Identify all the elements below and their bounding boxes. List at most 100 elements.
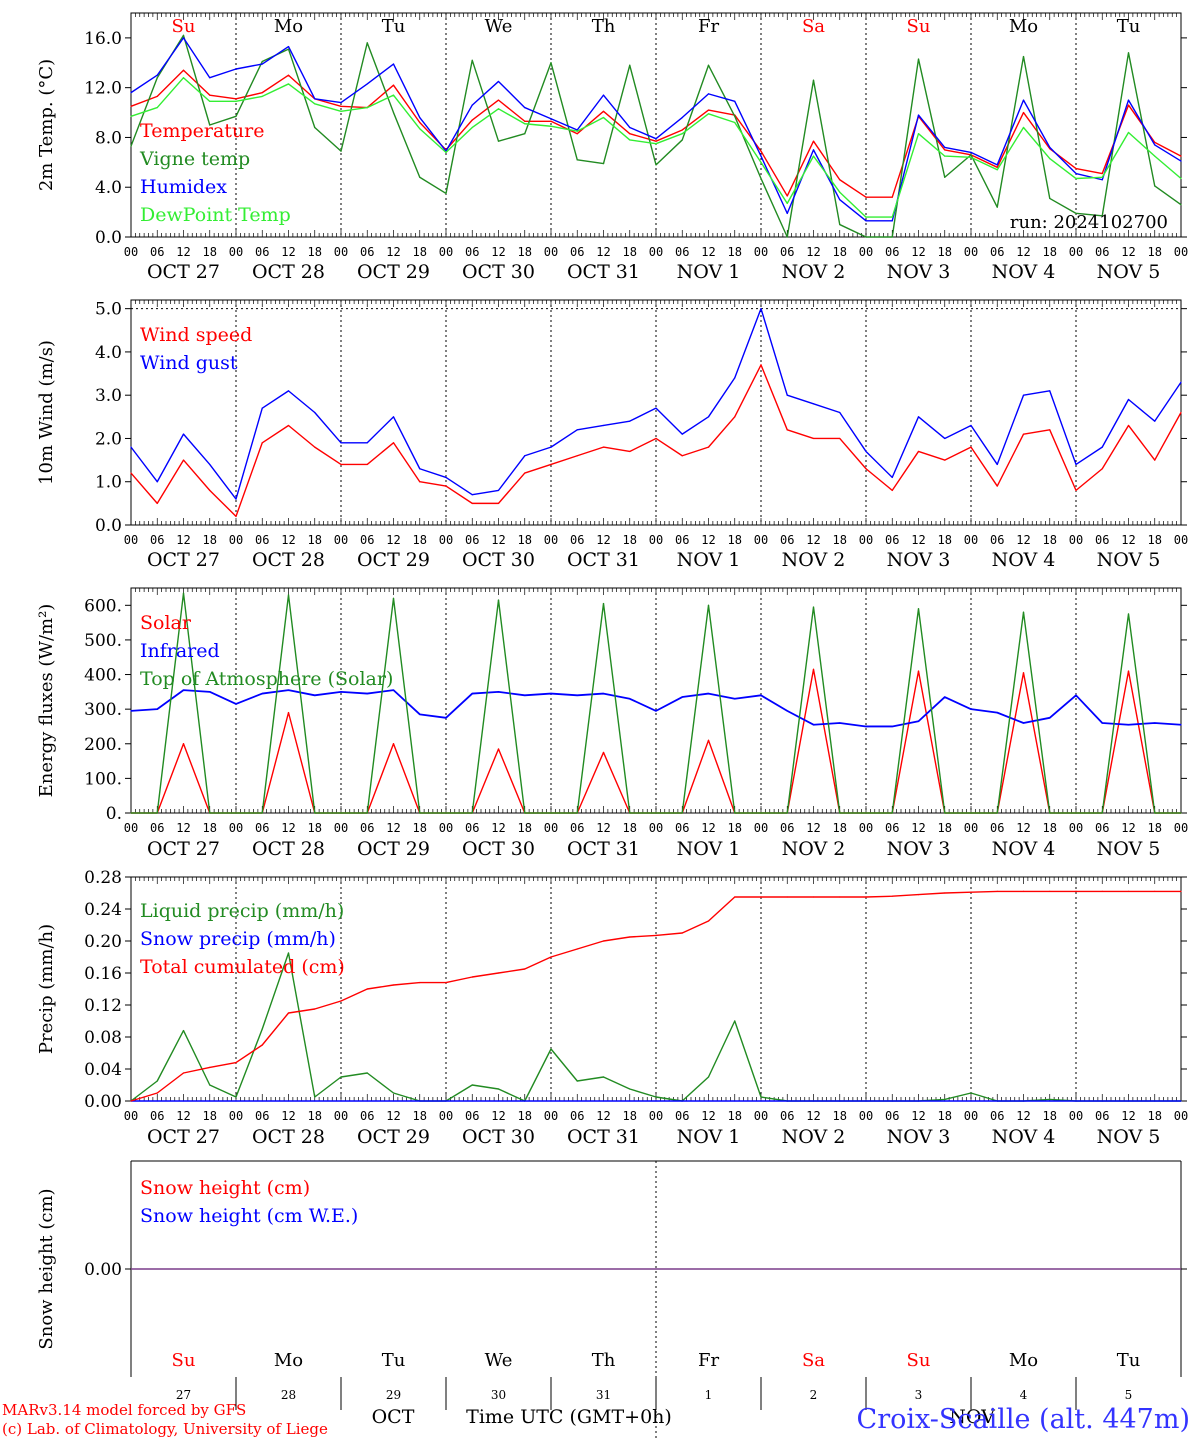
data-point: [1180, 411, 1182, 414]
data-point: [812, 606, 815, 608]
hour-label: 18: [938, 821, 952, 835]
data-point: [944, 176, 946, 178]
data-point: [182, 34, 185, 37]
data-point: [524, 694, 526, 696]
hour-label: 12: [176, 821, 190, 835]
data-point: [314, 1008, 316, 1010]
hour-ticks: [130, 588, 1182, 813]
data-point: [812, 437, 815, 440]
data-point: [576, 429, 578, 431]
hour-label: 06: [780, 245, 794, 259]
data-point: [261, 95, 263, 97]
data-point: [445, 485, 447, 487]
day-number-label: 29: [386, 1388, 401, 1402]
data-point: [156, 106, 158, 109]
data-point: [471, 812, 473, 814]
data-point: [209, 1100, 211, 1102]
data-point: [1049, 197, 1051, 200]
data-point: [839, 199, 841, 201]
hour-label: 06: [465, 245, 479, 259]
hour-label: 06: [255, 533, 269, 547]
hour-label: 00: [334, 1109, 348, 1123]
hour-label: 12: [281, 533, 295, 547]
data-point: [471, 692, 473, 695]
data-point: [1154, 144, 1156, 146]
data-point: [944, 155, 946, 157]
data-point: [1075, 172, 1077, 175]
date-label: OCT 29: [357, 1126, 430, 1148]
data-point: [602, 1100, 605, 1102]
hour-label: 12: [491, 245, 505, 259]
data-point: [576, 455, 578, 457]
hour-label: 12: [176, 533, 190, 547]
date-label: OCT 29: [357, 261, 430, 283]
hour-label: 12: [281, 245, 295, 259]
hour-label: 18: [728, 245, 742, 259]
data-point: [734, 121, 736, 124]
hour-label: 12: [806, 1109, 820, 1123]
data-point: [235, 498, 237, 500]
data-point: [287, 1100, 290, 1102]
data-point: [839, 191, 841, 193]
data-point: [130, 115, 132, 117]
hour-label: 06: [150, 245, 164, 259]
data-point: [524, 455, 526, 457]
data-point: [812, 149, 815, 151]
day-of-week-label: Mo: [274, 16, 303, 37]
data-point: [839, 896, 841, 898]
data-point: [524, 120, 526, 122]
data-point: [602, 602, 605, 605]
hour-label: 00: [649, 533, 663, 547]
data-point: [1049, 146, 1051, 148]
data-point: [287, 424, 290, 427]
data-point: [261, 407, 263, 409]
legend-entry: Snow height (cm W.E.): [140, 1205, 358, 1227]
data-point: [602, 446, 605, 448]
data-point: [445, 1100, 447, 1102]
hour-label: 18: [833, 533, 847, 547]
data-point: [1180, 155, 1182, 157]
data-point: [497, 1088, 500, 1090]
data-point: [1022, 722, 1025, 724]
day-of-week-label: Th: [592, 16, 616, 37]
date-label: NOV 2: [782, 1126, 846, 1148]
data-point: [917, 670, 920, 672]
data-point: [287, 952, 290, 954]
data-point: [1154, 185, 1156, 187]
data-point: [261, 63, 263, 65]
hour-label: 00: [859, 245, 873, 259]
hour-label: 06: [675, 533, 689, 547]
date-label: OCT 30: [462, 838, 535, 860]
date-label: NOV 3: [887, 838, 951, 860]
hour-label: 00: [124, 245, 138, 259]
hour-label: 06: [1095, 245, 1109, 259]
data-point: [471, 502, 473, 504]
data-point: [655, 164, 657, 166]
data-point: [602, 116, 605, 119]
data-point: [261, 1044, 263, 1046]
data-point: [865, 725, 867, 728]
day-number-label: 27: [176, 1388, 191, 1402]
data-point: [734, 812, 736, 814]
day-of-week-label: Tu: [1117, 16, 1141, 37]
data-point: [1075, 890, 1077, 893]
data-point: [1075, 694, 1077, 696]
data-point: [970, 812, 972, 814]
data-point: [550, 956, 552, 958]
data-point: [970, 154, 972, 156]
data-point: [655, 812, 657, 814]
hour-label: 18: [1043, 1109, 1057, 1123]
hour-label: 00: [544, 245, 558, 259]
y-tick-label: 0.04: [84, 1060, 122, 1080]
data-point: [235, 98, 237, 100]
data-point: [550, 120, 552, 122]
date-label: OCT 27: [147, 1126, 220, 1148]
data-point: [602, 940, 605, 942]
hour-label: 06: [255, 1109, 269, 1123]
hour-label: 06: [570, 245, 584, 259]
data-point: [471, 104, 473, 106]
data-point: [314, 1096, 316, 1098]
data-point: [1049, 158, 1051, 160]
data-point: [445, 151, 447, 153]
y-tick-label: 0.: [106, 804, 122, 824]
